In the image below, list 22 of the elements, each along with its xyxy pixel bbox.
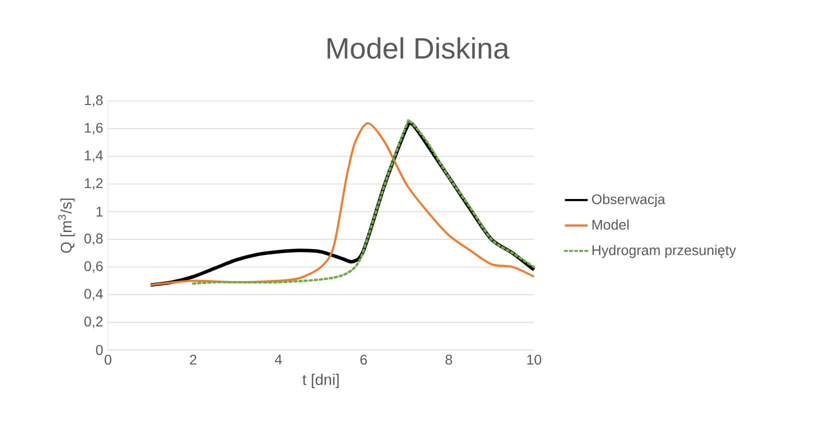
y-tick-label: 0,6 xyxy=(84,261,103,273)
legend-label: Obserwacja xyxy=(592,194,666,208)
x-tick-label: 6 xyxy=(360,354,367,365)
x-axis-title: t [dni] xyxy=(302,374,339,388)
y-tick-label: 1,8 xyxy=(84,95,103,107)
y-tick-label: 1,6 xyxy=(84,122,103,134)
y-tick-label: 1,2 xyxy=(84,178,103,190)
legend-label: Model xyxy=(592,219,629,230)
x-tick-label: 4 xyxy=(274,354,282,364)
x-tick-label: 0 xyxy=(104,354,112,365)
y-tick-label: 1,4 xyxy=(84,150,103,162)
y-tick-label: 1 xyxy=(96,206,103,216)
y-tick-label: 0,8 xyxy=(84,234,103,246)
x-tick-label: 8 xyxy=(446,354,452,365)
x-tick-label: 10 xyxy=(527,354,542,365)
y-tick-label: 0 xyxy=(96,345,103,355)
chart-title: Model Diskina xyxy=(328,37,510,59)
legend-label: Hydrogram przesunięty xyxy=(592,244,736,258)
y-axis-title: Q [m$^{3}$/s] xyxy=(58,198,75,253)
y-tick-label: 0,2 xyxy=(84,316,103,328)
x-tick-label: 2 xyxy=(190,354,196,364)
y-tick-label: 0,4 xyxy=(84,288,103,300)
